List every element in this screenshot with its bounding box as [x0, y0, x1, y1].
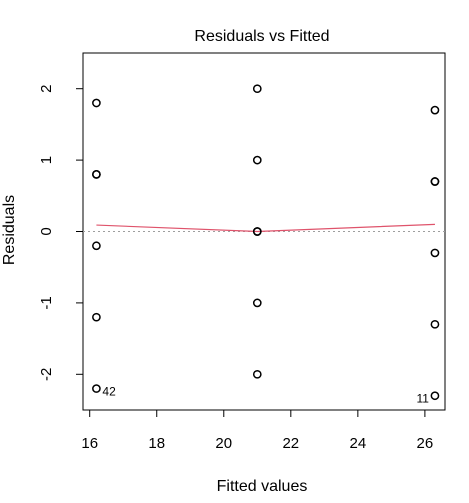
- x-axis-label: Fitted values: [217, 478, 308, 495]
- data-point: [430, 391, 440, 401]
- data-point: [92, 384, 101, 393]
- point-annotation: 42: [102, 385, 116, 399]
- x-tick-label: 24: [350, 435, 367, 452]
- data-point: [252, 369, 262, 379]
- data-point: [92, 312, 101, 322]
- data-point: [430, 105, 440, 115]
- data-point: [430, 319, 440, 329]
- x-tick-label: 26: [417, 435, 434, 452]
- data-point: [252, 155, 262, 165]
- data-point: [252, 227, 262, 236]
- chart-title: Residuals vs Fitted: [194, 28, 329, 45]
- x-tick-label: 20: [215, 435, 232, 452]
- x-tick-label: 22: [282, 435, 299, 452]
- chart-marks: 16 18 20 22 24 26 -2 -1 0 1 2 42 11: [38, 84, 445, 452]
- y-tick-label: -2: [38, 368, 55, 381]
- data-point: [252, 298, 262, 308]
- smoother-line: [96, 223, 435, 233]
- data-point: [430, 177, 440, 186]
- data-point: [252, 84, 262, 94]
- point-annotation: 11: [416, 392, 429, 406]
- data-point: [92, 98, 101, 108]
- data-point: [430, 248, 440, 258]
- data-point: [92, 241, 101, 251]
- data-point: [92, 170, 101, 179]
- y-tick-label: 1: [38, 156, 55, 164]
- x-tick-label: 16: [81, 435, 98, 452]
- x-tick-label: 18: [148, 435, 165, 452]
- y-tick-label: -1: [38, 296, 55, 309]
- y-axis-label: Residuals: [1, 195, 18, 265]
- y-tick-label: 2: [38, 85, 55, 93]
- y-tick-label: 0: [38, 227, 55, 235]
